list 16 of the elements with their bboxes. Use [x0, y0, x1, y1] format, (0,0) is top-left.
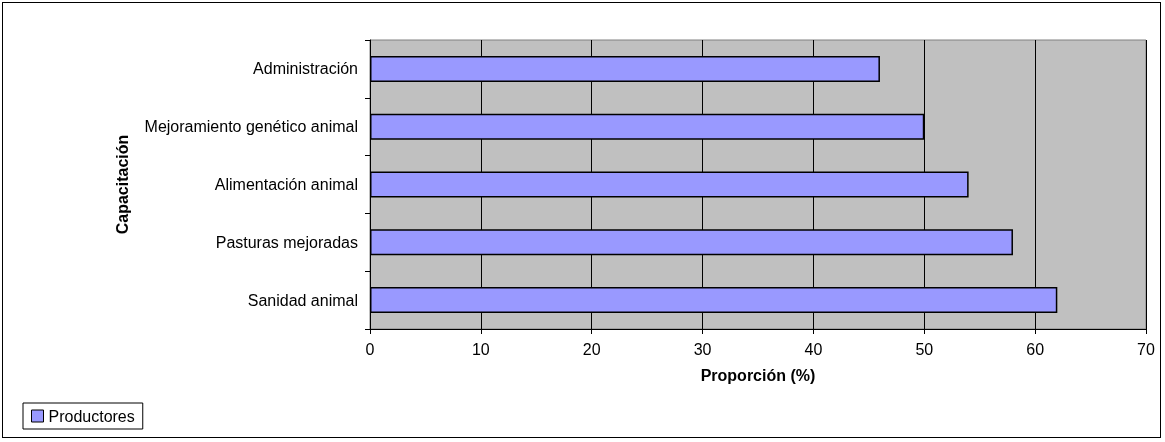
x-axis-title: Proporción (%) [700, 366, 816, 384]
y-tick-label: Mejoramiento genético animal [144, 118, 358, 136]
y-tick-label: Sanidad animal [247, 291, 358, 309]
y-tick-label: Pasturas mejoradas [215, 233, 358, 251]
x-tick-label: 20 [582, 340, 601, 358]
x-tick-label: 10 [471, 340, 490, 358]
x-tick-label: 0 [365, 340, 375, 358]
x-tick-label: 70 [1137, 340, 1155, 358]
x-tick-label: 60 [1026, 340, 1045, 358]
legend-label: Productores [48, 407, 135, 425]
x-tick-label: 50 [915, 340, 934, 358]
y-tick-label: Alimentación animal [214, 176, 358, 193]
x-tick-label: 30 [693, 340, 712, 358]
y-axis-title: Capacitación [113, 134, 131, 235]
x-tick-label: 40 [804, 340, 823, 358]
y-tick-label: Administración [253, 60, 358, 78]
